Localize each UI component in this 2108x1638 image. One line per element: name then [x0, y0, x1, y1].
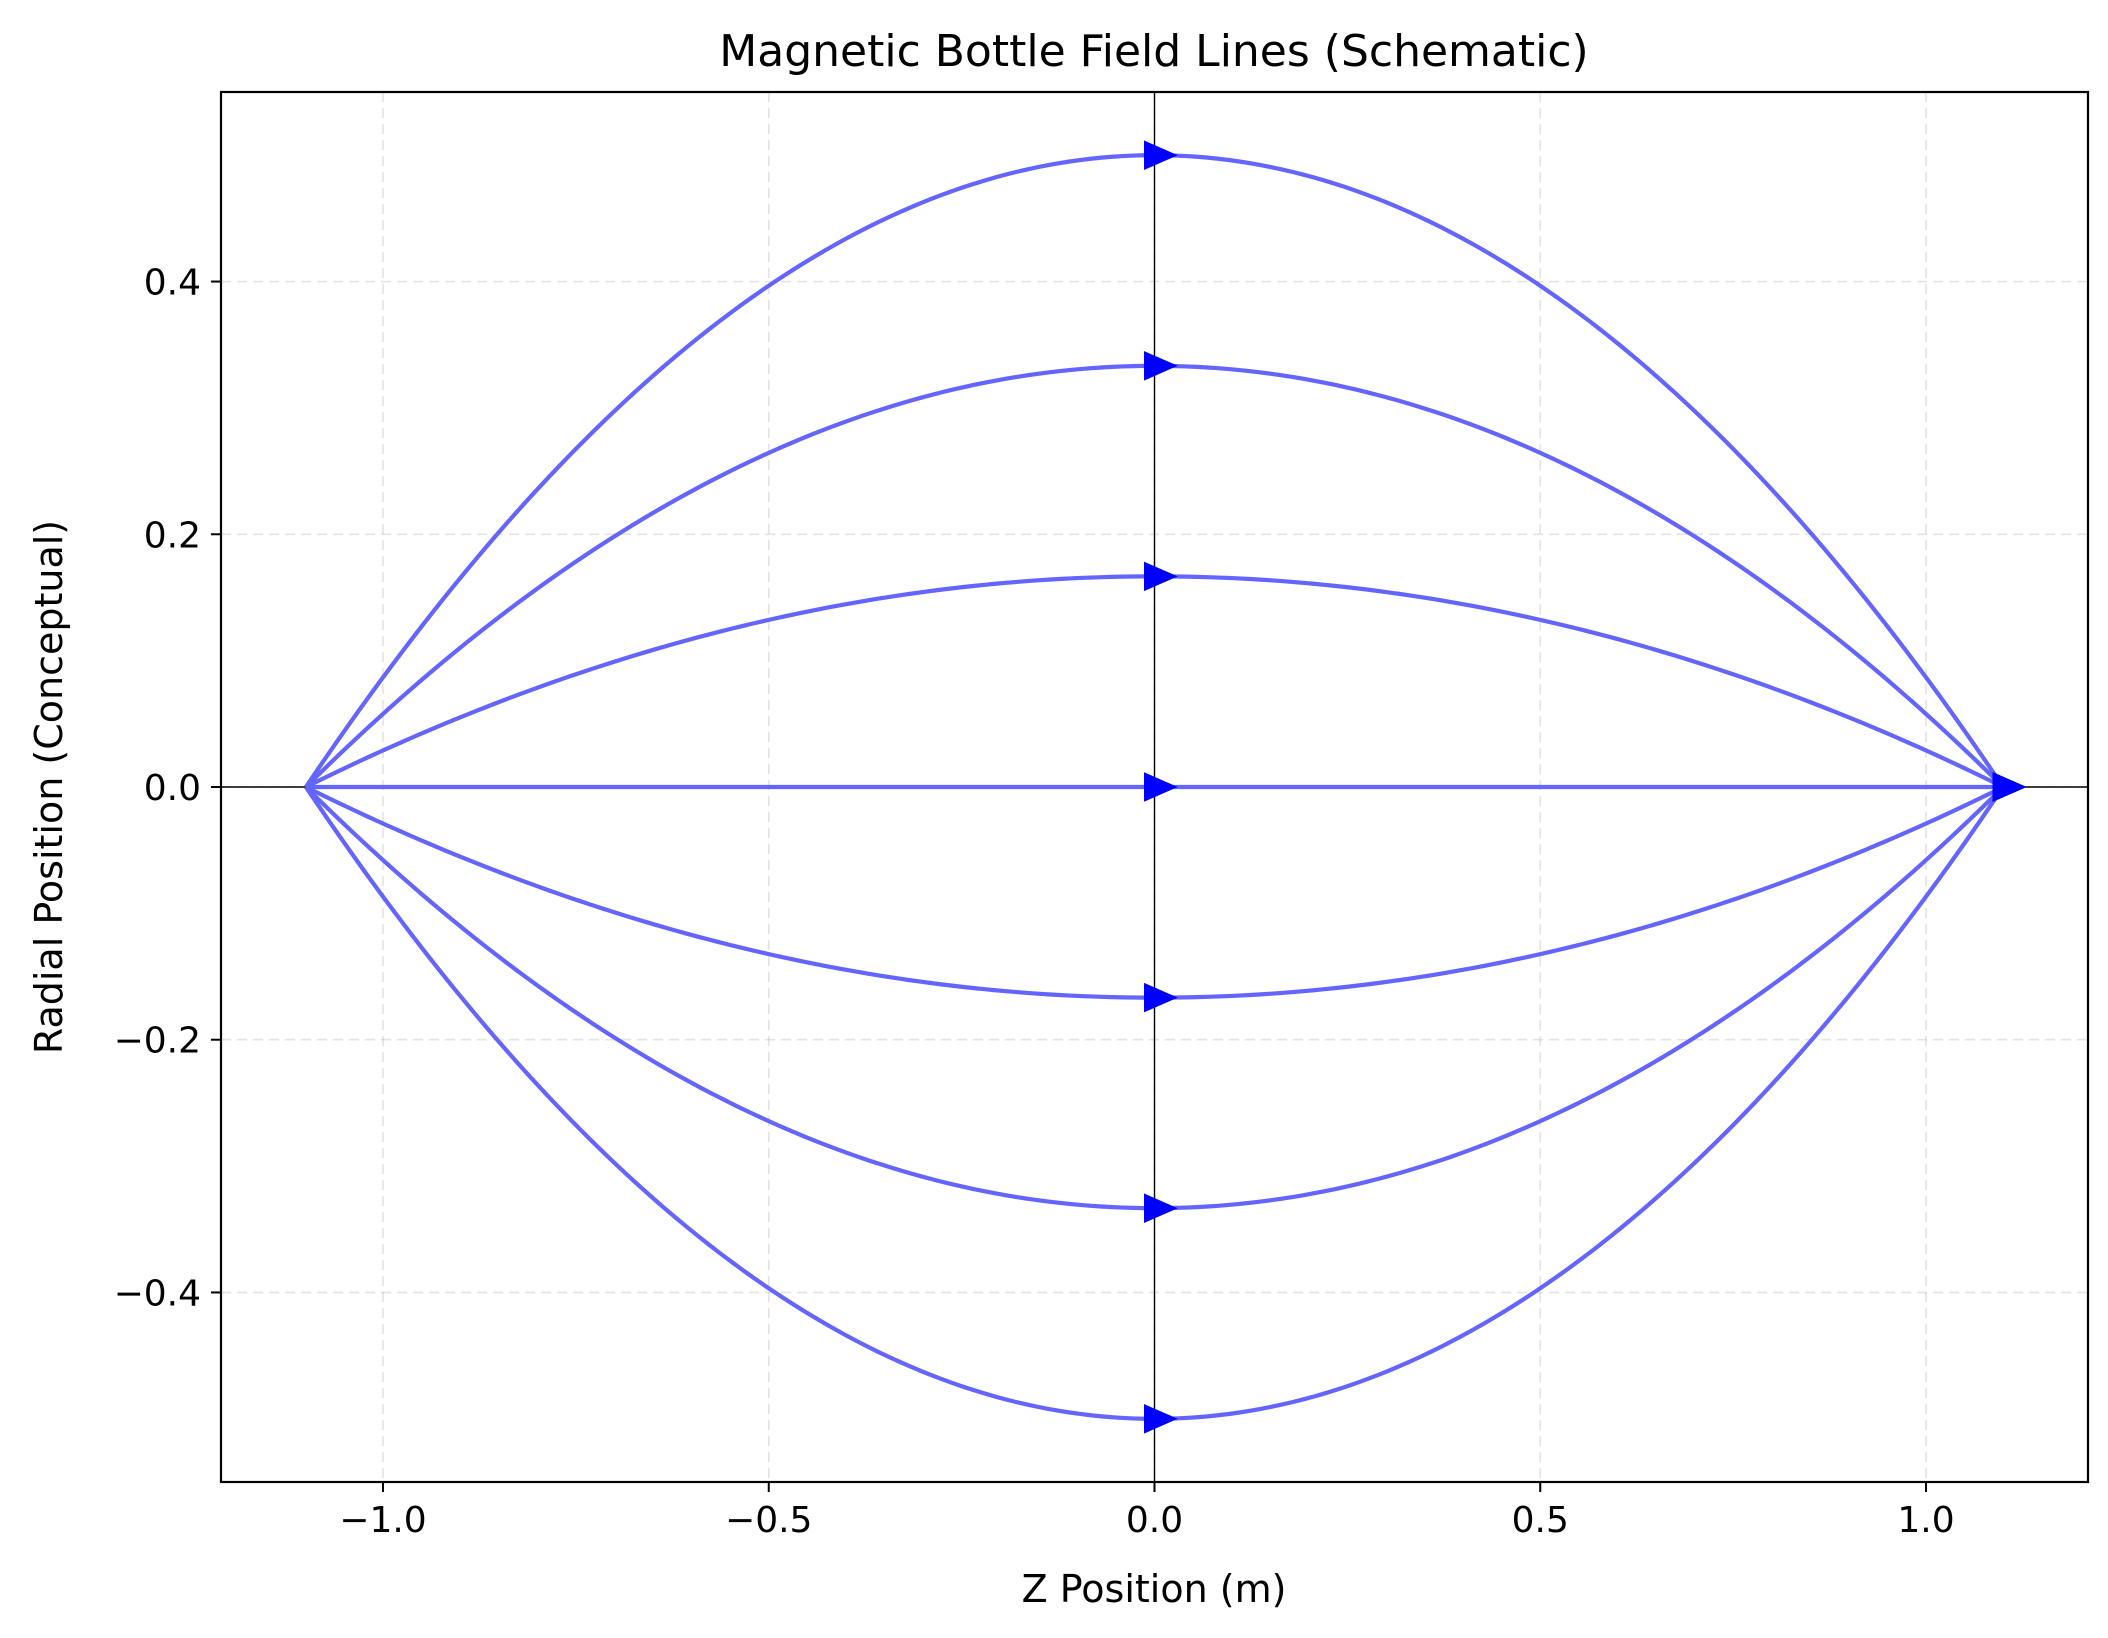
field-arrow	[1992, 772, 2027, 802]
x-tick-label: −0.5	[725, 1500, 812, 1541]
field-arrow	[1144, 1404, 1178, 1434]
field-arrow	[1144, 982, 1178, 1013]
y-ticks: −0.4 −0.2 0.0 0.2 0.4	[114, 263, 221, 1314]
x-tick-label: 1.0	[1897, 1500, 1954, 1541]
y-tick-label: −0.4	[114, 1273, 201, 1314]
x-axis-label: Z Position (m)	[1022, 1567, 1287, 1611]
y-tick-label: 0.0	[144, 768, 201, 809]
field-arrow	[1144, 1193, 1178, 1223]
x-ticks: −1.0 −0.5 0.0 0.5 1.0	[339, 1482, 1955, 1541]
y-tick-label: 0.2	[144, 515, 201, 556]
x-tick-label: −1.0	[339, 1500, 426, 1541]
field-arrow	[1144, 772, 1178, 802]
y-tick-label: −0.2	[114, 1021, 201, 1062]
y-tick-label: 0.4	[144, 263, 201, 304]
y-axis-label: Radial Position (Conceptual)	[27, 520, 71, 1054]
field-arrow	[1144, 561, 1178, 592]
chart-title: Magnetic Bottle Field Lines (Schematic)	[719, 26, 1588, 77]
x-tick-label: 0.5	[1512, 1500, 1569, 1541]
x-tick-label: 0.0	[1126, 1500, 1183, 1541]
field-arrow	[1144, 140, 1178, 170]
field-arrow	[1144, 351, 1178, 381]
field-arrows	[1144, 140, 2027, 1434]
